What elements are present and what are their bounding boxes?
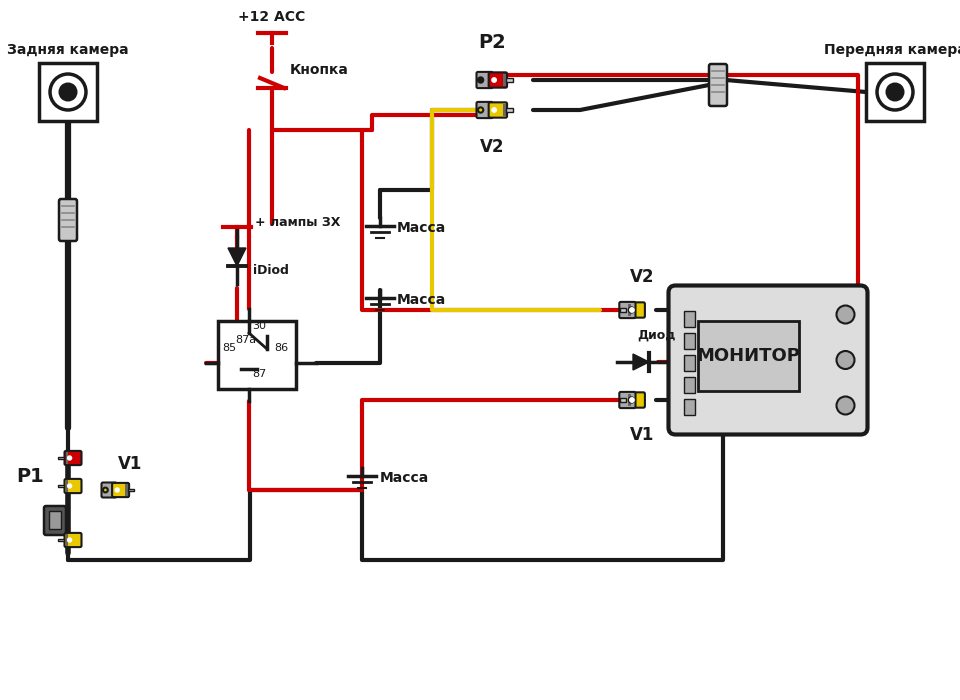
Circle shape xyxy=(836,351,854,369)
Text: Кнопка: Кнопка xyxy=(290,63,348,77)
Bar xyxy=(620,398,627,402)
Bar xyxy=(506,108,513,111)
Text: 87: 87 xyxy=(252,369,266,379)
Bar xyxy=(59,456,64,459)
Text: Передняя камера: Передняя камера xyxy=(824,43,960,57)
Circle shape xyxy=(60,84,76,100)
Circle shape xyxy=(630,308,635,312)
Circle shape xyxy=(492,78,496,82)
Circle shape xyxy=(115,488,119,492)
Bar xyxy=(684,332,694,349)
Text: P2: P2 xyxy=(478,33,506,52)
FancyBboxPatch shape xyxy=(627,392,645,407)
FancyBboxPatch shape xyxy=(627,302,645,318)
Bar xyxy=(125,484,128,496)
FancyBboxPatch shape xyxy=(59,199,77,241)
Bar xyxy=(620,309,627,312)
Bar xyxy=(628,394,631,406)
FancyBboxPatch shape xyxy=(489,72,507,88)
Bar xyxy=(66,480,68,491)
Bar xyxy=(39,63,97,121)
Bar xyxy=(684,311,694,326)
Circle shape xyxy=(67,456,72,460)
Polygon shape xyxy=(633,354,649,370)
FancyBboxPatch shape xyxy=(64,533,82,547)
FancyBboxPatch shape xyxy=(619,392,636,408)
Circle shape xyxy=(103,488,108,492)
Text: +12 ACC: +12 ACC xyxy=(238,10,305,24)
FancyBboxPatch shape xyxy=(112,483,129,497)
Circle shape xyxy=(836,305,854,323)
FancyBboxPatch shape xyxy=(102,482,116,498)
Text: iDiod: iDiod xyxy=(253,263,289,276)
Text: 85: 85 xyxy=(222,343,236,353)
Circle shape xyxy=(836,396,854,414)
Circle shape xyxy=(877,74,913,110)
Bar xyxy=(506,78,513,81)
Text: P1: P1 xyxy=(16,466,44,486)
Circle shape xyxy=(630,398,635,402)
FancyBboxPatch shape xyxy=(668,286,868,435)
Text: 86: 86 xyxy=(274,343,288,353)
Bar xyxy=(49,511,61,529)
Circle shape xyxy=(50,74,86,110)
Text: 30: 30 xyxy=(252,321,266,331)
Text: V2: V2 xyxy=(630,268,655,286)
FancyBboxPatch shape xyxy=(489,102,507,118)
Text: 87a: 87a xyxy=(235,335,256,345)
Bar xyxy=(628,304,631,316)
Text: Масса: Масса xyxy=(397,293,446,307)
Text: V1: V1 xyxy=(118,455,142,473)
Circle shape xyxy=(67,538,72,542)
Circle shape xyxy=(629,307,634,313)
Text: V2: V2 xyxy=(480,138,504,156)
Bar xyxy=(684,354,694,370)
FancyBboxPatch shape xyxy=(64,451,82,465)
FancyBboxPatch shape xyxy=(476,102,492,118)
FancyBboxPatch shape xyxy=(619,302,636,318)
Bar xyxy=(128,489,134,491)
Bar xyxy=(59,484,64,487)
Text: МОНИТОР: МОНИТОР xyxy=(696,346,801,365)
Bar xyxy=(866,63,924,121)
Bar xyxy=(66,452,68,463)
Bar xyxy=(218,321,296,389)
Bar xyxy=(684,398,694,414)
Polygon shape xyxy=(228,248,246,266)
Text: Задняя камера: Задняя камера xyxy=(7,43,129,57)
FancyBboxPatch shape xyxy=(709,64,727,106)
Circle shape xyxy=(887,84,903,100)
Bar xyxy=(698,321,800,391)
Text: Масса: Масса xyxy=(380,471,429,485)
Bar xyxy=(59,538,64,541)
Text: Диод: Диод xyxy=(636,329,675,342)
FancyBboxPatch shape xyxy=(44,506,66,535)
Text: Масса: Масса xyxy=(397,221,446,235)
FancyBboxPatch shape xyxy=(476,72,492,88)
Circle shape xyxy=(492,108,496,112)
Bar xyxy=(66,534,68,545)
Bar xyxy=(684,377,694,393)
Circle shape xyxy=(629,398,634,402)
Bar xyxy=(503,104,506,116)
Circle shape xyxy=(67,484,72,488)
Bar xyxy=(503,74,506,86)
Text: + лампы ЗХ: + лампы ЗХ xyxy=(255,216,341,228)
FancyBboxPatch shape xyxy=(64,479,82,493)
Circle shape xyxy=(478,107,483,113)
Text: V1: V1 xyxy=(630,426,654,444)
Circle shape xyxy=(478,78,483,83)
